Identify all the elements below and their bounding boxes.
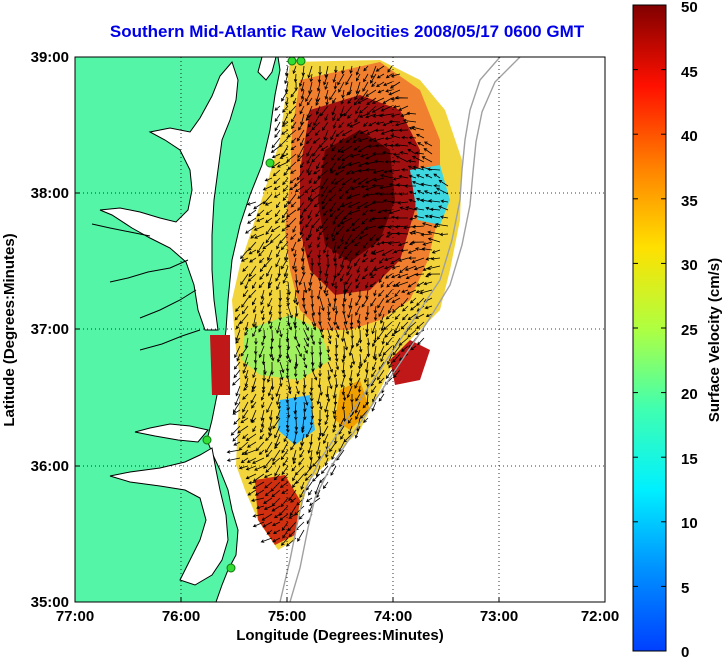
y-tick-labels: 39:00 38:00 37:00 36:00 35:00: [31, 49, 69, 611]
colorbar-tick-label: 50: [681, 0, 698, 16]
albemarle-sound: [134, 423, 209, 443]
x-tick-label: 72:00: [581, 608, 619, 625]
delaware-bay: [257, 57, 277, 81]
grid-lines: [75, 57, 605, 602]
x-tick-labels: 77:00 76:00 75:00 74:00 73:00 72:00: [56, 608, 619, 625]
tick-marks: [75, 192, 500, 602]
velocity-arrow: [226, 65, 449, 547]
colorbar-tick-label: 5: [681, 580, 689, 597]
colorbar-tick-label: 35: [681, 193, 698, 210]
y-tick-label: 36:00: [31, 458, 69, 475]
x-tick-label: 75:00: [268, 608, 306, 625]
rivers: [91, 223, 201, 351]
colorbar-tick-label: 10: [681, 515, 698, 532]
chesapeake-bay: [99, 61, 239, 331]
colorbar-tick-label: 25: [681, 322, 698, 339]
x-tick-label: 77:00: [56, 608, 94, 625]
isobath-lines: [279, 57, 521, 602]
x-tick-label: 76:00: [162, 608, 200, 625]
colorbar-tick-label: 15: [681, 451, 698, 468]
velocity-vectors: [226, 65, 449, 547]
y-tick-label: 39:00: [31, 49, 69, 66]
x-tick-label: 74:00: [374, 608, 412, 625]
colorbar-tick-label: 40: [681, 128, 698, 145]
y-tick-label: 38:00: [31, 185, 69, 202]
y-axis-label: Latitude (Degrees:Minutes): [1, 233, 18, 426]
y-tick-label: 35:00: [31, 594, 69, 611]
pamlico-sound: [109, 447, 229, 586]
colorbar-tick-label: 45: [681, 64, 698, 81]
colorbar-label: Surface Velocity (cm/s): [706, 258, 723, 422]
colorbar-tick-marks: [633, 4, 666, 652]
colorbar-tick-labels: 0 5 10 15 20 25 30 35 40 45 50: [681, 0, 698, 659]
x-axis-label: Longitude (Degrees:Minutes): [236, 627, 444, 644]
x-tick-label: 73:00: [480, 608, 518, 625]
map-title: Southern Mid-Atlantic Raw Velocities 200…: [109, 22, 585, 41]
colorbar-tick-label: 0: [681, 644, 689, 659]
colorbar-tick-label: 30: [681, 257, 698, 274]
colorbar-tick-label: 20: [681, 386, 698, 403]
y-tick-label: 37:00: [31, 321, 69, 338]
colorbar: [632, 4, 667, 652]
